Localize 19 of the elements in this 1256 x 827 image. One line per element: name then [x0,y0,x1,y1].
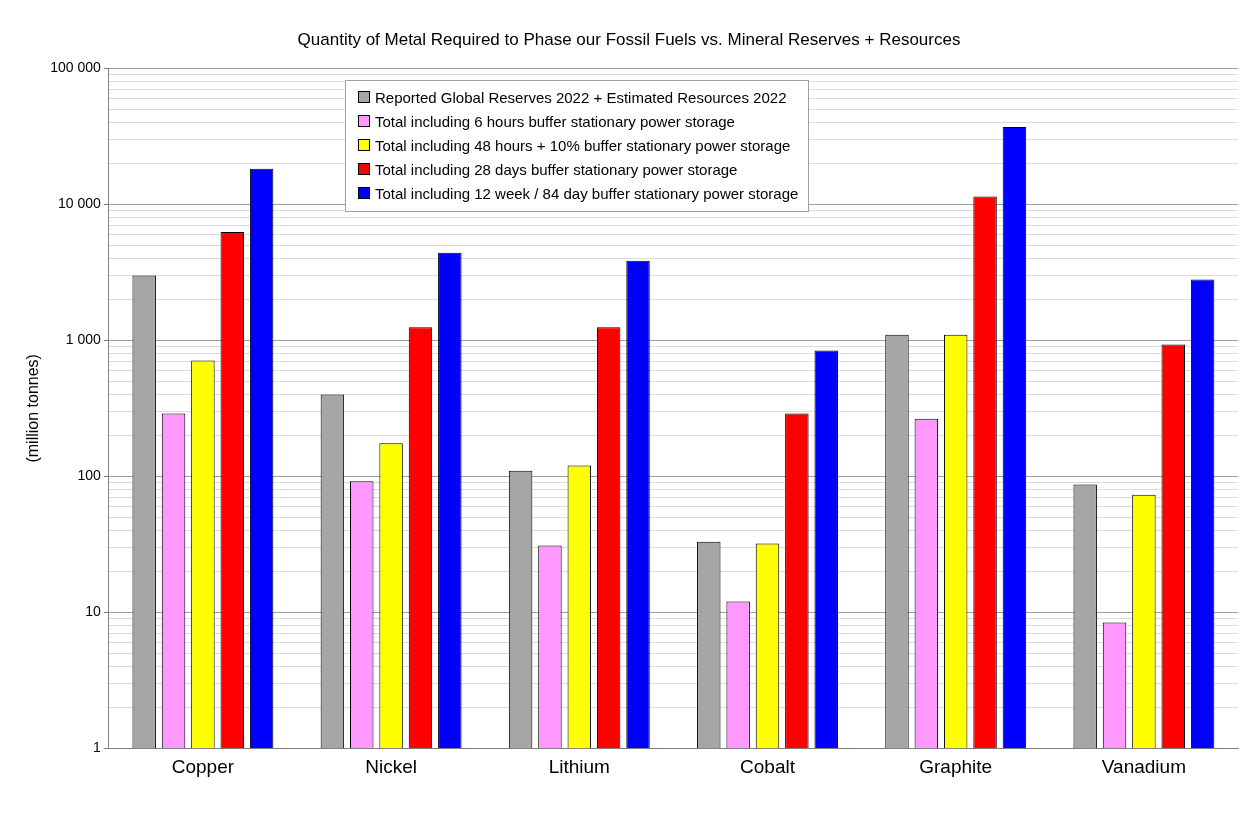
x-tick-label: Copper [171,755,235,777]
legend-label: Total including 12 week / 84 day buffer stationary power storage [375,184,799,202]
y-tick-label: 10 000 [57,195,102,212]
chart-title: Quantity of Metal Required to Phase our Fossil Fuels vs. Mineral Reserves + Resources [297,29,961,49]
legend-label: Total including 28 days buffer stationary power storage [375,160,738,178]
y-axis-title: (million tonnes) [24,354,42,463]
legend-label: Total including 48 hours + 10% buffer stationary power storage [375,136,791,154]
x-tick-label: Lithium [548,755,610,777]
x-tick-label: Cobalt [740,755,796,777]
x-tick-label: Graphite [919,755,993,777]
legend-label: Reported Global Reserves 2022 + Estimated Resources 2022 [375,88,787,106]
legend-label: Total including 6 hours buffer stationary power storage [375,112,735,130]
y-tick-label: 100 [77,467,102,484]
x-tick-label: Vanadium [1101,755,1186,777]
y-tick-label: 10 [85,603,102,620]
y-tick-label: 1 000 [65,331,102,348]
x-tick-label: Nickel [365,755,417,777]
y-tick-label: 100 000 [50,59,102,76]
y-tick-label: 1 [93,739,102,756]
